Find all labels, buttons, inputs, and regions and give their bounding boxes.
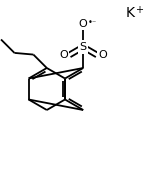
Text: +: + [135, 5, 143, 15]
Text: K: K [126, 6, 135, 20]
Text: O: O [60, 50, 68, 60]
Text: •⁻: •⁻ [88, 18, 97, 27]
Text: O: O [98, 50, 107, 60]
Text: S: S [80, 42, 87, 52]
Text: O: O [79, 19, 88, 29]
